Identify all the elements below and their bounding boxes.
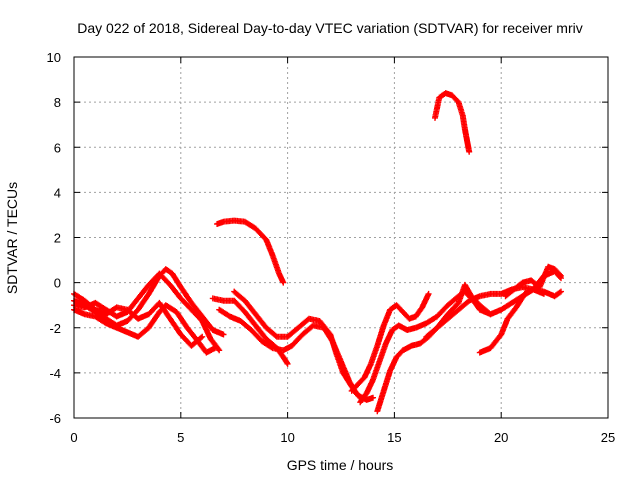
series-track-g [216, 306, 366, 403]
series-track-m [476, 286, 564, 356]
ticks: 0 5 10 15 20 25 -6 -4 -2 0 2 4 6 8 10 [47, 50, 616, 445]
x-tick-label: 10 [280, 430, 294, 445]
series-markers [214, 217, 287, 286]
series-track-h [214, 217, 287, 286]
x-axis-label: GPS time / hours [287, 457, 394, 473]
y-axis-label: SDTVAR / TECUs [4, 182, 20, 294]
series-track-n [502, 263, 564, 300]
series-track-o [432, 90, 473, 155]
series-markers [432, 90, 473, 155]
y-tick-label: 6 [54, 140, 61, 155]
y-tick-label: 0 [54, 276, 61, 291]
y-tick-label: -4 [49, 366, 61, 381]
series-markers [502, 263, 564, 300]
x-tick-label: 5 [177, 430, 184, 445]
y-tick-label: 2 [54, 231, 61, 246]
series-markers [216, 306, 366, 403]
x-tick-label: 15 [387, 430, 401, 445]
x-tick-label: 20 [494, 430, 508, 445]
series-markers [348, 290, 432, 394]
y-tick-label: -6 [49, 411, 61, 426]
chart-title: Day 022 of 2018, Sidereal Day-to-day VTE… [77, 20, 582, 36]
y-tick-label: -2 [49, 321, 61, 336]
y-tick-label: 10 [47, 50, 61, 65]
x-tick-label: 25 [601, 430, 615, 445]
y-tick-label: 8 [54, 95, 61, 110]
y-tick-label: 4 [54, 185, 61, 200]
series-markers [476, 286, 564, 356]
data-series [71, 90, 564, 415]
series-track-i [348, 290, 432, 394]
x-tick-label: 0 [70, 430, 77, 445]
